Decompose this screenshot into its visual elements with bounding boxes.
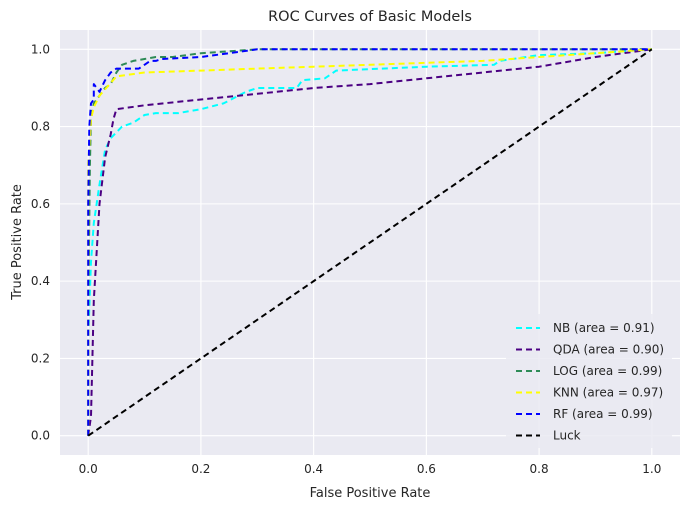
x-tick-label: 0.6 (417, 462, 436, 476)
series-line-4 (87, 48, 652, 436)
x-tick-label: 0.8 (530, 462, 549, 476)
series-layer (87, 48, 653, 437)
y-tick-label: 0.6 (31, 197, 50, 211)
y-axis-label: True Positive Rate (10, 184, 25, 301)
series-line-0 (87, 48, 652, 436)
tick-labels: 0.0 0.2 0.4 0.6 0.8 1.0 0.0 0.2 0.4 0.6 0.8 1.0 (31, 42, 661, 476)
x-tick-label: 1.0 (642, 462, 661, 476)
series-line-3 (87, 48, 652, 436)
x-axis-label: False Positive Rate (310, 486, 431, 501)
legend-label: LOG (area = 0.99) (553, 364, 662, 378)
series-line-1 (87, 48, 652, 436)
series-line-5 (87, 48, 653, 437)
x-tick-label: 0.0 (79, 462, 98, 476)
grid (60, 30, 680, 455)
x-tick-label: 0.2 (191, 462, 210, 476)
legend-label: QDA (area = 0.90) (553, 343, 664, 357)
y-tick-label: 0.0 (31, 429, 50, 443)
legend: NB (area = 0.91) QDA (area = 0.90) LOG (ar… (506, 314, 672, 448)
legend-label: RF (area = 0.99) (553, 407, 653, 421)
legend-label: NB (area = 0.91) (553, 321, 655, 335)
legend-label: KNN (area = 0.97) (553, 386, 663, 400)
y-tick-label: 0.4 (31, 274, 50, 288)
y-tick-label: 0.2 (31, 351, 50, 365)
chart-title: ROC Curves of Basic Models (268, 9, 472, 25)
legend-label: Luck (553, 429, 581, 443)
y-tick-label: 0.8 (31, 120, 50, 134)
legend-frame (506, 314, 672, 448)
y-tick-label: 1.0 (31, 42, 50, 56)
x-tick-label: 0.4 (304, 462, 323, 476)
